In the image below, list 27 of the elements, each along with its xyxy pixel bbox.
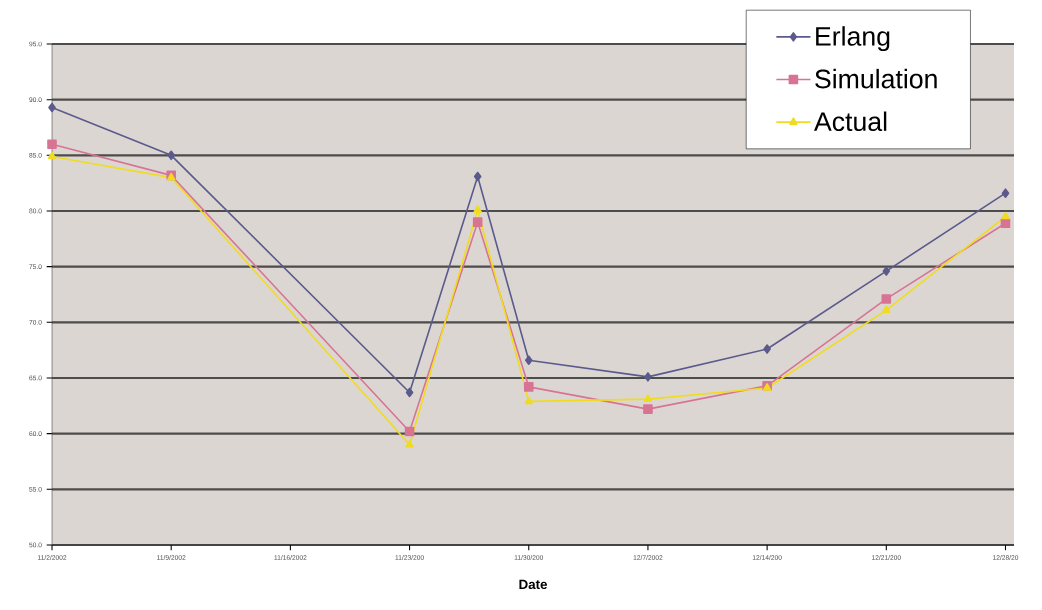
- point: [763, 344, 771, 354]
- point: [404, 426, 415, 437]
- point: [524, 396, 534, 405]
- point: [473, 205, 482, 213]
- point: [405, 439, 414, 448]
- point: [48, 102, 56, 113]
- point: [643, 404, 653, 414]
- point: [405, 387, 414, 398]
- point: [1001, 188, 1010, 198]
- legend-label: Erlang: [816, 26, 890, 52]
- point: [882, 266, 891, 276]
- point: [47, 139, 57, 149]
- point: [47, 151, 57, 160]
- point: [1001, 211, 1010, 220]
- point: [881, 294, 892, 304]
- legend-label: Actual: [813, 111, 887, 132]
- legend-label: Simulation: [815, 68, 937, 89]
- point: [472, 217, 483, 227]
- point: [473, 171, 482, 182]
- point: [1000, 218, 1011, 229]
- point: [644, 372, 652, 382]
- x-axis-title: Date: [519, 579, 547, 590]
- point: [167, 150, 175, 161]
- point: [523, 382, 534, 392]
- point: [643, 394, 653, 402]
- point: [882, 305, 891, 313]
- point: [524, 355, 533, 365]
